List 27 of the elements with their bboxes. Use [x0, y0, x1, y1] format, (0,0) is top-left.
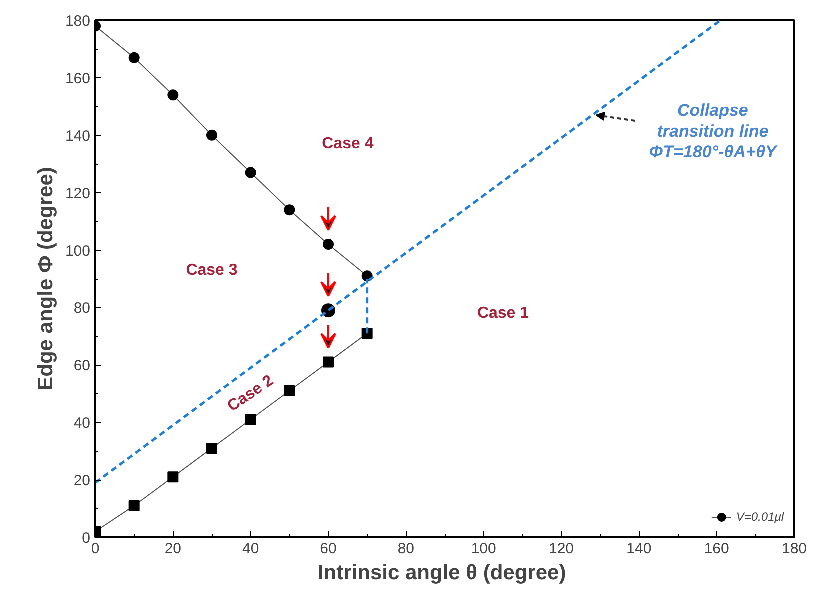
x-tick-label: 180 — [782, 540, 808, 558]
annotation: Case 1 — [477, 304, 530, 322]
y-tick-label: 160 — [65, 70, 91, 88]
annotation: Case 3 — [186, 262, 238, 279]
y-tick-label: 80 — [74, 300, 91, 318]
y-tick-label: 40 — [74, 415, 91, 432]
annotation: Collapse transition line ΦT=180°-θA+θY — [649, 100, 778, 162]
x-tick-label: 140 — [626, 540, 652, 558]
annotation: Case 2 — [224, 372, 277, 416]
legend-label: V=0.01μl — [736, 510, 784, 524]
x-tick-label: 60 — [320, 540, 337, 558]
x-axis-title: Intrinsic angle θ (degree) — [318, 562, 566, 584]
x-tick-label: 20 — [164, 540, 182, 558]
y-axis-title: Edge angle Φ (degree) — [34, 167, 58, 391]
x-tick-label: 120 — [548, 540, 574, 558]
x-tick-label: 40 — [242, 540, 260, 558]
x-tick-label: 80 — [398, 540, 415, 558]
x-tick-label: 160 — [704, 540, 730, 558]
x-tick-label: 100 — [471, 540, 496, 558]
annotation: Case 4 — [322, 136, 374, 153]
y-tick-label: 140 — [65, 128, 91, 145]
y-tick-label: 20 — [74, 472, 91, 490]
y-tick-label: 60 — [74, 358, 91, 375]
y-tick-label: 0 — [82, 530, 90, 547]
y-tick-label: 180 — [65, 13, 91, 30]
y-tick-label: 120 — [65, 185, 91, 202]
y-tick-label: 100 — [65, 242, 91, 260]
